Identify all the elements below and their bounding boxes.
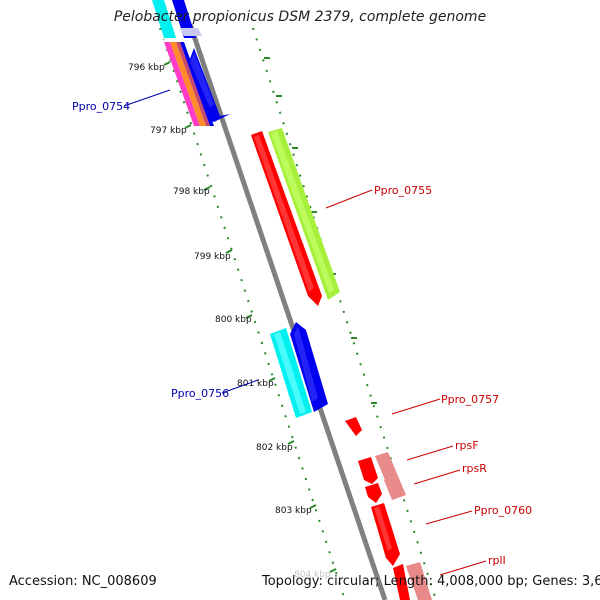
outer-dotted-track <box>252 27 437 600</box>
genome-stats-text: Topology: circular; Length: 4,008,000 bp… <box>262 574 600 589</box>
scale-label-798: 798 kbp <box>173 187 210 197</box>
accession-text: Accession: NC_008609 <box>9 574 157 589</box>
label-leaders <box>123 89 487 576</box>
scale-label-800: 800 kbp <box>215 315 252 325</box>
inner-dotted-track <box>159 27 346 600</box>
label-ppro-0760[interactable]: Ppro_0760 <box>474 504 532 517</box>
label-rpsR[interactable]: rpsR <box>462 462 487 475</box>
scale-label-799: 799 kbp <box>194 252 231 262</box>
gene-green-0755[interactable] <box>268 128 340 300</box>
label-ppro-0757[interactable]: Ppro_0757 <box>441 393 499 406</box>
scale-label-801: 801 kbp <box>237 379 274 389</box>
gene-rpsR-light[interactable] <box>384 476 406 500</box>
scale-label-797: 797 kbp <box>150 126 187 136</box>
gene-rpsF-light[interactable] <box>375 452 398 480</box>
label-rpsF[interactable]: rpsF <box>455 439 479 452</box>
scale-label-802: 802 kbp <box>256 443 293 453</box>
label-ppro-0754[interactable]: Ppro_0754 <box>72 100 130 113</box>
gene-cyan-top <box>152 0 176 38</box>
top-gene-cluster <box>152 0 202 44</box>
gene-ppro-0757[interactable] <box>345 417 362 436</box>
gene-rpsF[interactable] <box>358 457 378 484</box>
scale-label-796: 796 kbp <box>128 63 165 73</box>
genome-title: Pelobacter propionicus DSM 2379, complet… <box>113 9 487 25</box>
gene-ppro-0760[interactable] <box>371 503 400 566</box>
gene-labels: Ppro_0754 Ppro_0755 Ppro_0756 Ppro_0757 … <box>72 100 532 567</box>
label-ppro-0755[interactable]: Ppro_0755 <box>374 184 432 197</box>
gene-rplI[interactable] <box>393 564 410 600</box>
scale-label-803: 803 kbp <box>275 506 312 516</box>
gene-blue-0756[interactable] <box>290 322 328 412</box>
gene-ppro-0755[interactable] <box>251 131 322 306</box>
gene-rpsR[interactable] <box>365 483 382 503</box>
scale-labels: 796 kbp 797 kbp 798 kbp 799 kbp 800 kbp … <box>128 63 331 580</box>
gene-rplI-light[interactable] <box>406 562 432 600</box>
gene-ppro-0756[interactable] <box>270 328 312 418</box>
genome-backbone <box>187 23 388 600</box>
gene-lavender-top <box>180 28 202 36</box>
scale-label-804: 804 kbp <box>294 570 331 580</box>
label-ppro-0756[interactable]: Ppro_0756 <box>171 387 229 400</box>
scale-ticks <box>163 61 337 573</box>
label-rplI[interactable]: rplI <box>488 554 506 567</box>
gene-blue-0754b[interactable] <box>188 48 230 122</box>
